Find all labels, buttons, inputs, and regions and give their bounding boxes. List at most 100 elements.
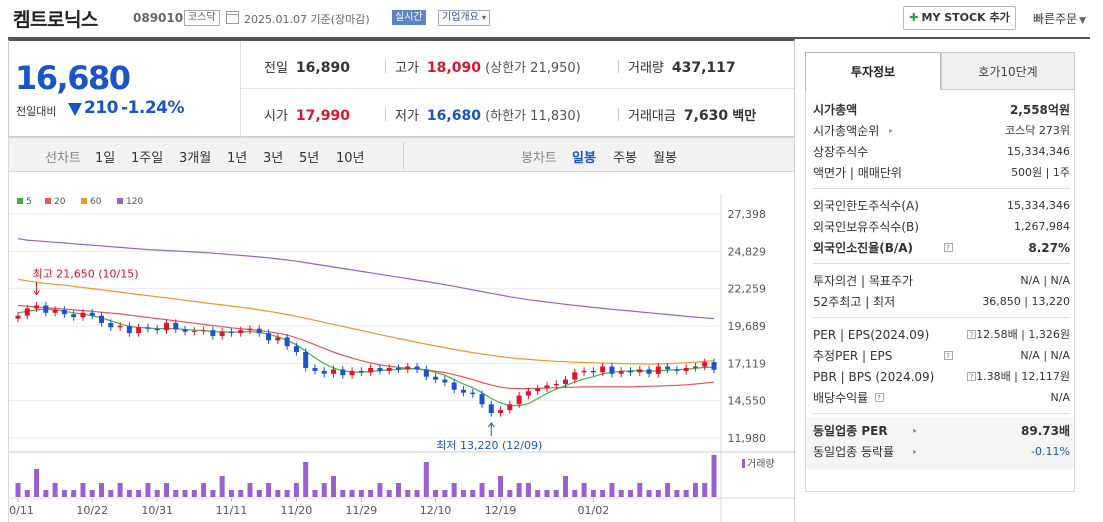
candle-body bbox=[442, 379, 448, 383]
volume-bar bbox=[498, 476, 504, 497]
header-divider bbox=[8, 37, 1090, 39]
candle-body bbox=[43, 305, 49, 313]
info-row-value: 89.73배 bbox=[1021, 424, 1070, 438]
volume-bar bbox=[303, 462, 309, 497]
volume-bar bbox=[600, 490, 606, 497]
chevron-right-icon[interactable]: ▸ bbox=[913, 426, 918, 435]
candle-body bbox=[590, 370, 596, 373]
volume-bar bbox=[590, 490, 596, 497]
info-row: 52주최고 | 최저 36,850 | 13,220 bbox=[813, 292, 1070, 312]
tab-divider bbox=[403, 142, 404, 169]
y-tick-label: 27,398 bbox=[728, 208, 767, 221]
volume-bar bbox=[256, 490, 262, 497]
candle-body bbox=[674, 369, 680, 371]
price-change: 210 bbox=[84, 98, 119, 118]
price-chart-svg: 5 20 60 120 27,398 24,829 22,259 19,689 17,119 1… bbox=[2, 194, 796, 522]
info-row: 외국인한도주식수(A) 15,334,346 bbox=[813, 196, 1070, 216]
chevron-right-icon[interactable]: ▸ bbox=[889, 126, 894, 135]
open-value: 17,990 bbox=[295, 108, 350, 124]
help-icon[interactable]: ? bbox=[874, 393, 884, 402]
add-mystock-button[interactable]: ✚ MY STOCK 추가 bbox=[903, 6, 1016, 30]
side-body: 시가총액 2,558억원 시가총액순위 ▸ 코스닥 273위 상장주식수 15,334,34… bbox=[805, 90, 1075, 492]
tab-1w[interactable]: 1주일 bbox=[131, 151, 164, 166]
info-row: 외국인보유주식수(B) 1,267,984 bbox=[813, 217, 1070, 237]
legend-label-ma60: 60 bbox=[90, 197, 102, 207]
help-icon[interactable]: ? bbox=[967, 330, 976, 339]
ma120-line bbox=[17, 238, 715, 320]
candle-body bbox=[525, 391, 531, 396]
volume-bar bbox=[581, 483, 587, 497]
candle-body bbox=[173, 322, 179, 330]
tab-5y[interactable]: 5년 bbox=[299, 151, 320, 166]
info-row[interactable]: 배당수익률? N/A bbox=[813, 388, 1070, 408]
candle-body bbox=[498, 410, 504, 414]
candle-body bbox=[683, 367, 689, 371]
info-row-label: PBR | BPS (2024.09) bbox=[813, 370, 935, 384]
candle-chart-label: 봉차트 bbox=[521, 151, 557, 166]
info-row[interactable]: 외국인소진율(B/A)? 8.27% bbox=[813, 238, 1070, 258]
chevron-right-icon[interactable]: ▸ bbox=[913, 447, 918, 456]
tab-1y[interactable]: 1년 bbox=[227, 151, 248, 166]
help-icon[interactable]: ? bbox=[967, 372, 976, 381]
info-row[interactable]: 동일업종 등락률 ▸ -0.11% bbox=[813, 442, 1070, 462]
info-row[interactable]: 동일업종 PER ▸ 89.73배 bbox=[813, 421, 1070, 441]
info-row[interactable]: 시가총액순위 ▸ 코스닥 273위 bbox=[813, 121, 1070, 141]
price-chart[interactable]: 5 20 60 120 27,398 24,829 22,259 19,689 17,119 1… bbox=[2, 172, 796, 522]
ma20-line bbox=[17, 304, 715, 390]
tab-daily[interactable]: 일봉 bbox=[572, 151, 596, 166]
trade-amount: 거래대금 7,630 백만 bbox=[628, 105, 756, 124]
tab-weekly[interactable]: 주봉 bbox=[613, 151, 637, 166]
candle-body bbox=[266, 333, 272, 341]
help-icon[interactable]: ? bbox=[943, 243, 953, 252]
volume-bar bbox=[349, 490, 355, 497]
prev-close: 전일 16,890 bbox=[264, 57, 350, 76]
candle-body bbox=[423, 369, 429, 377]
low-value: 16,680 bbox=[426, 108, 481, 124]
company-overview-dropdown[interactable]: 기업개요 ▾ bbox=[438, 10, 491, 26]
side-tabs: 투자정보 호가10단계 bbox=[805, 52, 1075, 90]
realtime-badge[interactable]: 실시간 bbox=[392, 10, 426, 25]
x-tick-label: 12/10 bbox=[420, 504, 452, 517]
volume-bar bbox=[108, 490, 114, 497]
tab-orderbook-10[interactable]: 호가10단계 bbox=[941, 52, 1075, 90]
volume-bar bbox=[646, 490, 652, 497]
volume-bar bbox=[386, 490, 392, 497]
candle-body bbox=[99, 315, 105, 323]
volume-bar bbox=[331, 476, 337, 497]
volume-bar bbox=[201, 483, 207, 497]
help-icon[interactable]: ? bbox=[943, 351, 953, 360]
tab-3y[interactable]: 3년 bbox=[263, 151, 284, 166]
section-divider bbox=[813, 413, 1070, 414]
info-row[interactable]: PBR | BPS (2024.09)? 1.38배 | 12,117원 bbox=[813, 367, 1070, 387]
quote-panel: 16,680 전일대비 210 -1.24% 전일 16,890 고가 18,090… bbox=[8, 39, 795, 137]
volume-value: 437,117 bbox=[671, 60, 736, 76]
info-row-value: 8.27% bbox=[1028, 241, 1070, 255]
x-tick-label: 10/11 bbox=[9, 504, 34, 517]
tab-3m[interactable]: 3개월 bbox=[179, 151, 212, 166]
candle-body bbox=[627, 370, 633, 373]
info-row[interactable]: PER | EPS(2024.09)? 12.58배 | 1,326원 bbox=[813, 325, 1070, 345]
tab-10y[interactable]: 10년 bbox=[336, 151, 365, 166]
tab-1d[interactable]: 1일 bbox=[95, 151, 116, 166]
amount-unit: 백만 bbox=[732, 109, 757, 124]
tab-investment-info[interactable]: 투자정보 bbox=[805, 52, 941, 90]
volume-bar bbox=[692, 483, 698, 497]
quick-order-menu[interactable]: 빠른주문 ▼ bbox=[1033, 10, 1086, 27]
volume-bar bbox=[711, 455, 717, 497]
volume-bar bbox=[451, 483, 457, 497]
volume-bar bbox=[163, 483, 169, 497]
info-row-value: 12.58배 | 1,326원 bbox=[976, 328, 1070, 341]
quote-divider bbox=[241, 88, 794, 89]
tab-monthly[interactable]: 월봉 bbox=[653, 151, 677, 166]
down-triangle-icon bbox=[68, 103, 82, 116]
volume-bar bbox=[516, 483, 522, 497]
caret-down-icon: ▼ bbox=[1079, 16, 1087, 26]
volume-bar bbox=[99, 483, 105, 497]
candle-body bbox=[331, 369, 337, 374]
candle-body bbox=[293, 346, 299, 352]
y-tick-label: 11,980 bbox=[728, 432, 767, 445]
volume-bar bbox=[340, 490, 346, 497]
quick-order-label: 빠른주문 bbox=[1033, 12, 1078, 26]
info-row[interactable]: 추정PER | EPS? N/A | N/A bbox=[813, 346, 1070, 366]
volume-bar bbox=[377, 483, 383, 497]
